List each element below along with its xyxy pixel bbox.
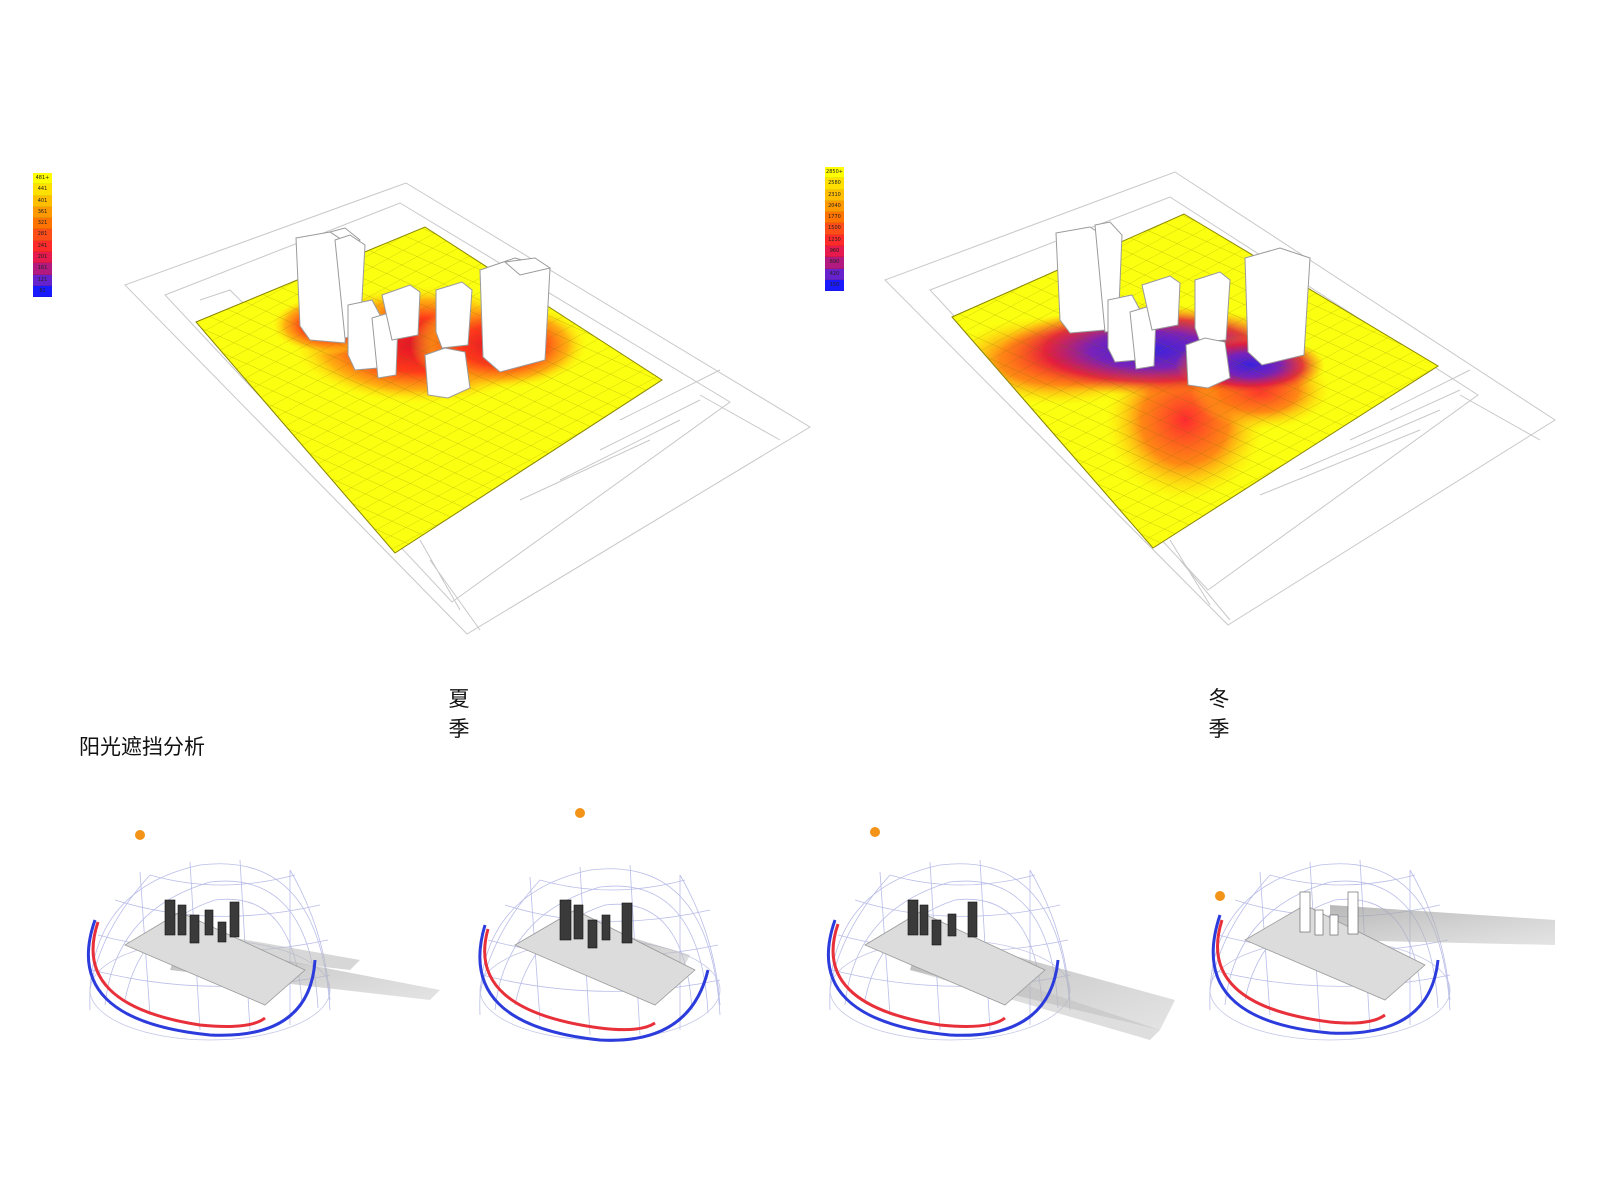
section-title: 阳光遮挡分析 (79, 735, 205, 759)
sun-icon (575, 808, 585, 818)
legend-swatch: 2040 (825, 200, 844, 213)
winter-label: 冬 季 (1206, 684, 1232, 744)
winter-legend: 2850+ 2580 2310 2040 1770 1500 1230 960 … (825, 167, 844, 292)
legend-swatch: 1500 (825, 223, 844, 235)
sun-path-dome-2 (478, 808, 721, 1042)
sun-path-blue (1211, 914, 1440, 1035)
sun-path-dome-4 (1209, 859, 1555, 1041)
legend-swatch: 2850+ (825, 167, 844, 179)
legend-swatch: 161 (33, 263, 52, 275)
sun-icon (135, 830, 145, 840)
sun-path-blue (86, 919, 317, 1037)
legend-swatch: 960 (825, 246, 844, 258)
summer-label-bottom: 季 (448, 717, 470, 741)
legend-swatch: 1230 (825, 234, 844, 247)
winter-label-top: 冬 (1208, 687, 1230, 711)
sun-path-dome-1 (86, 830, 440, 1041)
site-base (1244, 904, 1426, 1001)
summer-label-top: 夏 (448, 687, 470, 711)
legend-swatch: 441 (33, 184, 52, 196)
legend-swatch: 150 (825, 279, 844, 292)
winter-label-bottom: 季 (1208, 717, 1230, 741)
sun-path-red (1216, 919, 1386, 1025)
legend-swatch: 2310 (825, 189, 844, 201)
summer-label: 夏 季 (446, 684, 472, 744)
legend-swatch: 1770 (825, 212, 844, 224)
winter-buildings (1055, 221, 1311, 389)
legend-swatch: 401 (33, 195, 52, 207)
legend-swatch: 420 (825, 268, 844, 280)
sun-icon (870, 827, 880, 837)
sun-path-red (91, 921, 266, 1028)
legend-swatch: 321 (33, 218, 52, 230)
legend-swatch: 281 (33, 229, 52, 241)
legend-swatch: 361 (33, 206, 52, 219)
summer-legend: 481+ 441 401 361 321 281 241 201 161 121… (33, 173, 52, 298)
sun-path-red (483, 928, 656, 1032)
shadow-cast (1330, 905, 1555, 945)
sun-path-red (831, 923, 1006, 1028)
legend-swatch: 481+ (33, 173, 52, 185)
legend-swatch: 2580 (825, 178, 844, 190)
legend-swatch: 241 (33, 240, 52, 253)
site-base (124, 911, 306, 1006)
legend-swatch: 121 (33, 274, 52, 286)
sun-icon (1215, 891, 1225, 901)
sun-path-blue (826, 919, 1060, 1037)
sun-path-dome-3 (826, 827, 1175, 1041)
summer-buildings (295, 227, 552, 399)
legend-swatch: 690 (825, 257, 844, 269)
legend-swatch: 201 (33, 252, 52, 264)
sun-path-blue (478, 924, 710, 1042)
legend-swatch: 81 (33, 285, 52, 298)
